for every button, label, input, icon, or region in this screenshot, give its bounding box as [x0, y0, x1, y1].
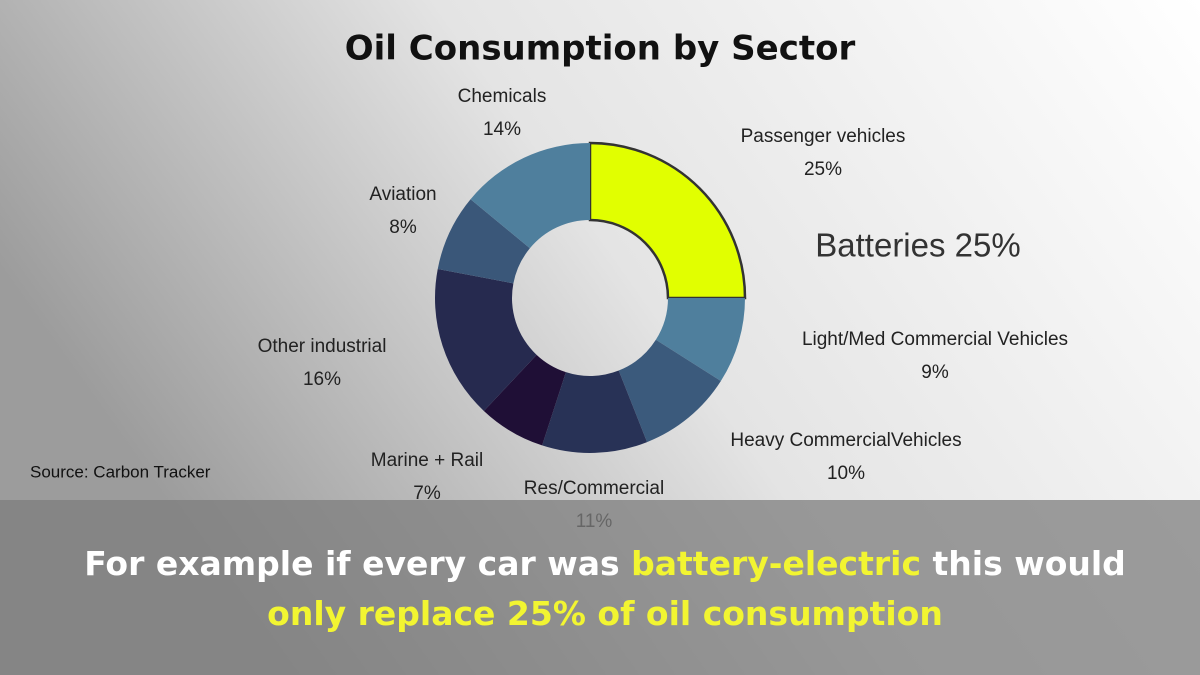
- slice-label: Marine + Rail: [371, 450, 483, 471]
- chart-title: Oil Consumption by Sector: [345, 29, 856, 69]
- slice: [618, 339, 721, 443]
- slice-value: 9%: [921, 362, 949, 383]
- slice-label: Light/Med Commercial Vehicles: [802, 329, 1068, 350]
- slice-value: 7%: [413, 483, 441, 504]
- slice-value: 8%: [389, 217, 417, 238]
- slice-label: Chemicals: [458, 86, 547, 107]
- slice-label: Res/Commercial: [524, 478, 664, 499]
- caption-text: only replace 25% of oil consumption: [267, 594, 943, 633]
- donut-chart: Passenger vehicles 25% Light/Med Commercia…: [258, 86, 1068, 532]
- slice-value: 10%: [827, 463, 865, 484]
- slice: [655, 298, 745, 382]
- source: Source: Carbon Tracker: [30, 462, 211, 481]
- slice: [588, 141, 747, 300]
- caption-band: [0, 500, 1200, 675]
- slice-value: 16%: [303, 369, 341, 390]
- slice-label: Passenger vehicles: [741, 126, 906, 147]
- slice-label: Other industrial: [258, 336, 387, 357]
- slice-label: Aviation: [369, 184, 436, 205]
- caption-text: For example if every car was: [84, 544, 631, 583]
- slice-label: Heavy CommercialVehicles: [730, 430, 961, 451]
- caption: For example if every car was battery-ele…: [84, 544, 1126, 633]
- caption-line: only replace 25% of oil consumption: [267, 594, 943, 633]
- caption-text: this would: [921, 544, 1126, 583]
- slice-value: 25%: [804, 159, 842, 180]
- caption-text: battery-electric: [631, 544, 921, 583]
- slice: [483, 354, 566, 446]
- slice: [542, 370, 648, 453]
- annotation: Batteries 25%: [815, 227, 1020, 264]
- slice-value: 14%: [483, 119, 521, 140]
- slice: [437, 199, 530, 284]
- slice: [470, 143, 590, 249]
- caption-line: For example if every car was battery-ele…: [84, 544, 1126, 583]
- slice: [435, 268, 537, 411]
